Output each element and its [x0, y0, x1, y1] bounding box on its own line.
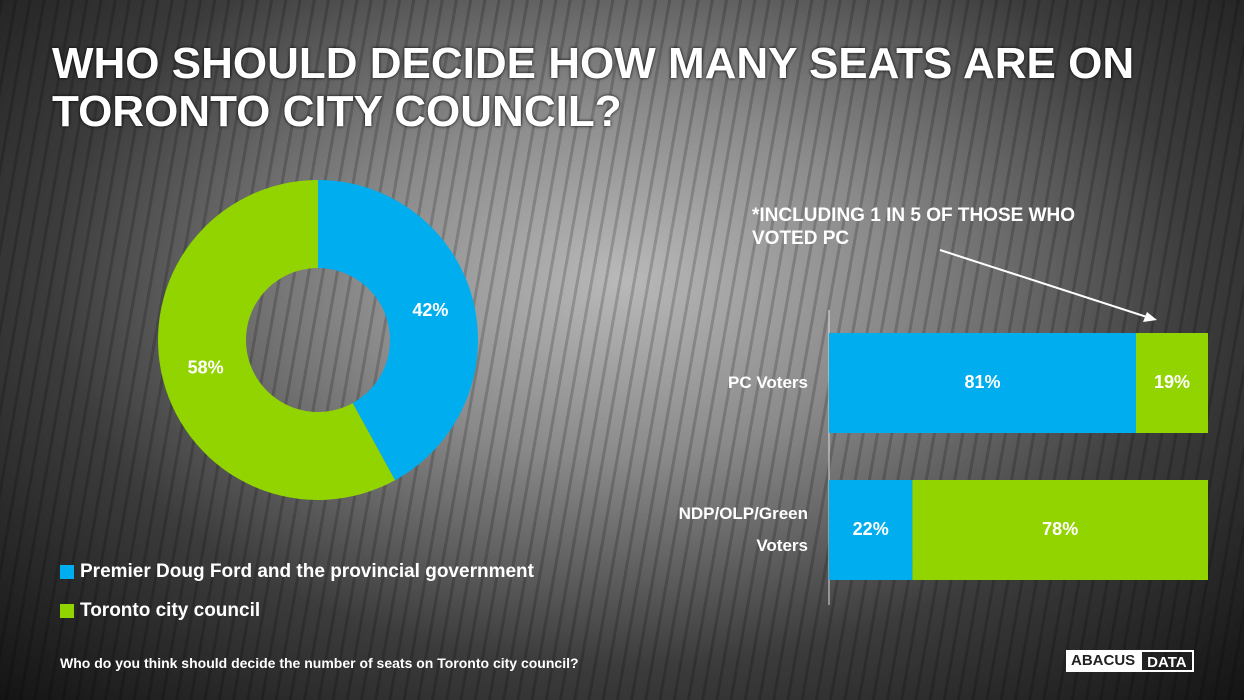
logo-left: ABACUS — [1066, 650, 1141, 672]
bar-label: 81% — [964, 372, 1000, 392]
legend-swatch — [60, 565, 74, 579]
bar-label: 19% — [1154, 372, 1190, 392]
slice-label: 58% — [188, 358, 224, 378]
bar-label: 78% — [1042, 519, 1078, 539]
annotation: *INCLUDING 1 IN 5 OF THOSE WHO VOTED PC — [752, 205, 1076, 249]
category-label: NDP/OLP/Green Voters — [678, 504, 808, 555]
annotation-arrow — [939, 249, 1151, 319]
bar-segment — [829, 333, 1136, 433]
legend-label: Premier Doug Ford and the provincial gov… — [80, 561, 534, 582]
donut-slice — [158, 180, 396, 500]
question: Who do you think should decide the numbe… — [60, 655, 579, 671]
donut-slice — [318, 180, 479, 481]
bar-segment — [1135, 333, 1208, 433]
category-label: PC Voters — [728, 373, 808, 392]
bar-label: 22% — [853, 519, 889, 539]
legend-label: Toronto city council — [80, 600, 261, 621]
bar-segment — [829, 480, 913, 580]
legend-swatch — [60, 604, 74, 618]
slice-label: 42% — [412, 300, 448, 320]
bar-segment — [912, 480, 1208, 580]
arrow-head — [1143, 312, 1157, 322]
logo: ABACUS DATA — [1066, 650, 1194, 672]
title: WHO SHOULD DECIDE HOW MANY SEATS ARE ON … — [52, 39, 1135, 136]
logo-right: DATA — [1140, 650, 1194, 672]
